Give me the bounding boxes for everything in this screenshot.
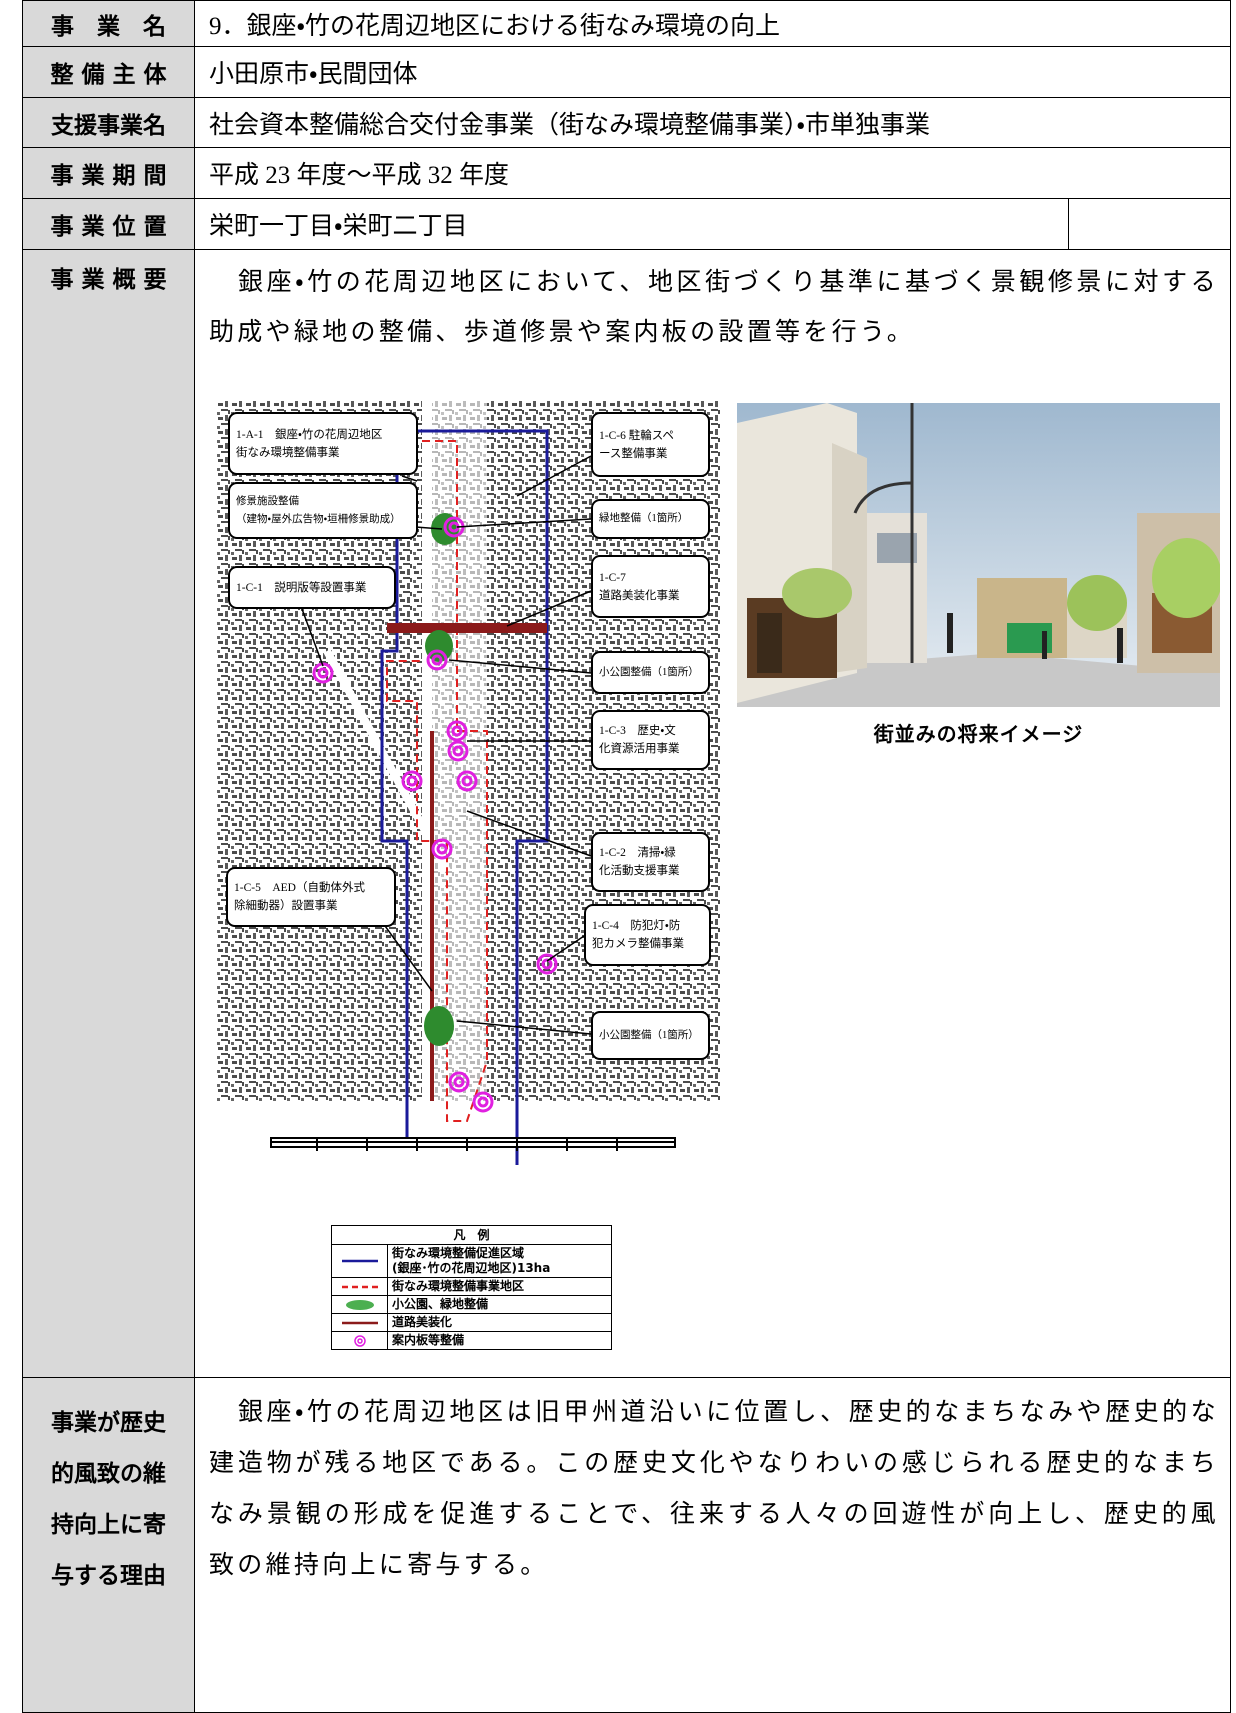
street-image bbox=[737, 403, 1220, 707]
callout-line: 化資源活用事業 bbox=[599, 743, 680, 755]
callout-line: 1-C-4 防犯灯・防 bbox=[592, 920, 681, 932]
callout-line: 1-C-6 駐輪スペ bbox=[599, 429, 674, 442]
legend-symbol bbox=[341, 1285, 378, 1288]
row-label: 事 業 位 置 bbox=[22, 198, 195, 250]
empty-cell bbox=[1068, 198, 1231, 250]
row-label: 事 業 概 要 bbox=[22, 249, 195, 1378]
callout-line: 除細動器）設置事業 bbox=[234, 900, 338, 912]
legend-text: 街なみ環境整備促進区域 bbox=[392, 1246, 525, 1260]
callout-line: 緑地整備（1箇所） bbox=[599, 513, 689, 524]
row-label: 事業が歴史 的風致の維 持向上に寄 与する理由 bbox=[22, 1377, 195, 1713]
callout-line: 道路美装化事業 bbox=[599, 589, 680, 602]
label-line: 的風致の維 bbox=[51, 1461, 166, 1487]
legend-item: 小公園、緑地整備 bbox=[332, 1295, 611, 1313]
row-label: 整 備 主 体 bbox=[22, 46, 195, 98]
row-label: 支援事業名 bbox=[22, 97, 195, 148]
callout: 1-C-1 説明版等設置事業 bbox=[228, 566, 396, 609]
legend-text: 小公園、緑地整備 bbox=[392, 1297, 489, 1311]
callout-line: 1-C-7 bbox=[599, 571, 626, 584]
row-value: 栄町一丁目・栄町二丁目 bbox=[194, 198, 1069, 250]
callout: 1-C-6 駐輪スペ ース整備事業 bbox=[591, 412, 710, 477]
legend-text: 案内板等整備 bbox=[392, 1333, 465, 1347]
callout: 1-C-7 道路美装化事業 bbox=[591, 555, 710, 618]
callout-line: 1-C-2 清掃・緑 bbox=[599, 847, 676, 859]
callout: 1-C-5 AED（自動体外式 除細動器）設置事業 bbox=[226, 867, 396, 927]
callout-line: 犯カメラ整備事業 bbox=[592, 938, 684, 950]
legend-symbol bbox=[345, 1299, 374, 1310]
reason-text: 銀座・竹の花周辺地区は旧甲州道沿いに位置し、歴史的なまちなみや歴史的な建造物が残… bbox=[209, 1399, 1219, 1579]
label-line: 持向上に寄 bbox=[51, 1512, 166, 1538]
legend-symbol bbox=[341, 1321, 378, 1324]
callout-line: 化活動支援事業 bbox=[599, 865, 680, 877]
callout-line: 街なみ環境整備事業 bbox=[236, 446, 340, 459]
callout-line: 小公園整備（1箇所） bbox=[599, 666, 699, 678]
legend-text: 街なみ環境整備事業地区 bbox=[392, 1279, 525, 1293]
legend-symbol bbox=[341, 1259, 378, 1263]
callout-line: 1-A-1 銀座・竹の花周辺地区 bbox=[236, 428, 383, 441]
row-value: 9．銀座・竹の花周辺地区における街なみ環境の向上 bbox=[194, 0, 1231, 47]
callout-line: 修景施設整備 bbox=[236, 495, 299, 507]
callout: 1-C-4 防犯灯・防 犯カメラ整備事業 bbox=[584, 904, 711, 966]
row-value: 平成 23 年度～平成 32 年度 bbox=[194, 147, 1231, 199]
description: 銀座・竹の花周辺地区において、地区街づくり基準に基づく景観修景に対する助成や緑地… bbox=[209, 269, 1219, 346]
callout-line: 1-C-3 歴史・文 bbox=[599, 725, 676, 737]
callout-line: 1-C-1 説明版等設置事業 bbox=[236, 581, 367, 594]
legend-item: 案内板等整備 bbox=[332, 1331, 611, 1349]
label-line: 事業が歴史 bbox=[51, 1410, 166, 1436]
legend-item: 街なみ環境整備促進区域 (銀座･竹の花周辺地区)13ha bbox=[332, 1244, 611, 1277]
legend-text: 道路美装化 bbox=[392, 1315, 453, 1329]
image-caption: 街並みの将来イメージ bbox=[873, 722, 1084, 746]
callout: 1-C-3 歴史・文 化資源活用事業 bbox=[591, 710, 710, 770]
legend-text: (銀座･竹の花周辺地区)13ha bbox=[392, 1261, 551, 1275]
callout: 小公園整備（1箇所） bbox=[591, 651, 710, 694]
label-line: 与する理由 bbox=[51, 1563, 166, 1589]
callout-line: 1-C-5 AED（自動体外式 bbox=[234, 882, 365, 894]
row-label: 事 業 期 間 bbox=[22, 147, 195, 199]
map: 1-A-1 銀座・竹の花周辺地区 街なみ環境整備事業 修景施設整備 （建物・屋外広告… bbox=[217, 401, 721, 1165]
callout-line: ース整備事業 bbox=[599, 447, 668, 460]
legend-title: 凡 例 bbox=[453, 1228, 490, 1242]
row-value: 社会資本整備総合交付金事業（街なみ環境整備事業）・市単独事業 bbox=[194, 97, 1231, 148]
callout: 修景施設整備 （建物・屋外広告物・垣柵修景助成） bbox=[228, 482, 418, 539]
row-label: 事 業 名 bbox=[22, 0, 195, 47]
legend-symbol bbox=[353, 1334, 366, 1347]
callout: 小公園整備（1箇所） bbox=[591, 1011, 710, 1060]
callout-line: 小公園整備（1箇所） bbox=[599, 1029, 699, 1041]
legend-item: 道路美装化 bbox=[332, 1313, 611, 1331]
row-value: 小田原市・民間団体 bbox=[194, 46, 1231, 98]
callout: 1-A-1 銀座・竹の花周辺地区 街なみ環境整備事業 bbox=[228, 412, 418, 475]
callout-line: （建物・屋外広告物・垣柵修景助成） bbox=[236, 513, 401, 525]
legend-item: 街なみ環境整備事業地区 bbox=[332, 1277, 611, 1295]
callout: 1-C-2 清掃・緑 化活動支援事業 bbox=[591, 832, 710, 892]
callout: 緑地整備（1箇所） bbox=[591, 499, 710, 539]
legend: 凡 例 街なみ環境整備促進区域 (銀座･竹の花周辺地区)13ha 街なみ環境整備事… bbox=[331, 1225, 612, 1350]
